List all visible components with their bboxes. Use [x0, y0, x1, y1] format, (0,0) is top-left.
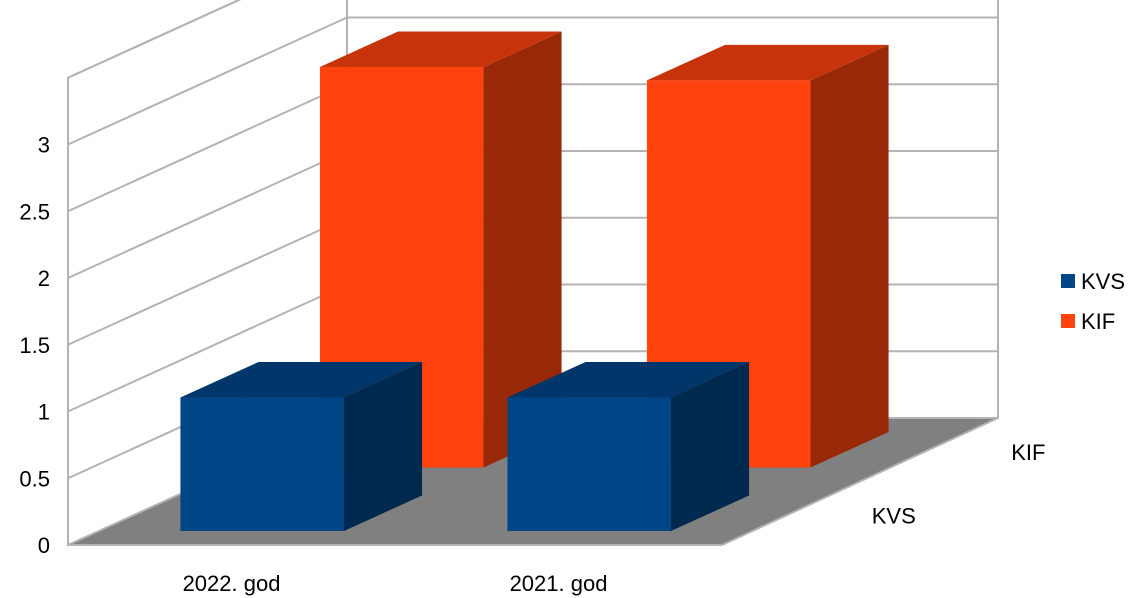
- bar-top-kvs: [507, 361, 750, 398]
- bar-top-kif: [646, 44, 889, 81]
- legend-swatch-kif: [1061, 314, 1075, 328]
- side-gridline: [67, 283, 348, 413]
- side-gridline: [67, 150, 348, 279]
- side-gridline: [67, 0, 242, 79]
- legend-label: KVS: [1081, 269, 1125, 294]
- x-category-label: 2022. god: [183, 571, 281, 596]
- bar-kvs: [180, 397, 344, 532]
- side-gridline: [67, 216, 348, 346]
- bar-side-kif: [483, 31, 562, 468]
- z-axis-label: KVS: [872, 503, 916, 528]
- bar-side-kif: [810, 44, 889, 468]
- y-tick-label: 3: [38, 133, 50, 158]
- bar-top-kif: [319, 31, 562, 68]
- y-tick-label: 0: [38, 533, 50, 558]
- side-gridline: [67, 83, 348, 213]
- z-axis-label: KIF: [1011, 440, 1045, 465]
- y-tick-label: 1.5: [19, 333, 50, 358]
- y-tick-label: 1: [38, 400, 50, 425]
- x-category-label: 2021. god: [510, 571, 608, 596]
- bar-side-kvs: [343, 361, 423, 532]
- bar-kvs: [507, 397, 671, 532]
- legend-label: KIF: [1081, 309, 1115, 334]
- bar-side-kvs: [670, 361, 750, 532]
- y-tick-label: 2: [38, 266, 50, 291]
- side-gridline: [67, 16, 348, 146]
- y-tick-label: 0.5: [19, 466, 50, 491]
- floor-right-edge: [721, 417, 999, 546]
- y-tick-label: 2.5: [19, 199, 50, 224]
- bar-top-kvs: [180, 361, 423, 398]
- legend-swatch-kvs: [1061, 274, 1075, 288]
